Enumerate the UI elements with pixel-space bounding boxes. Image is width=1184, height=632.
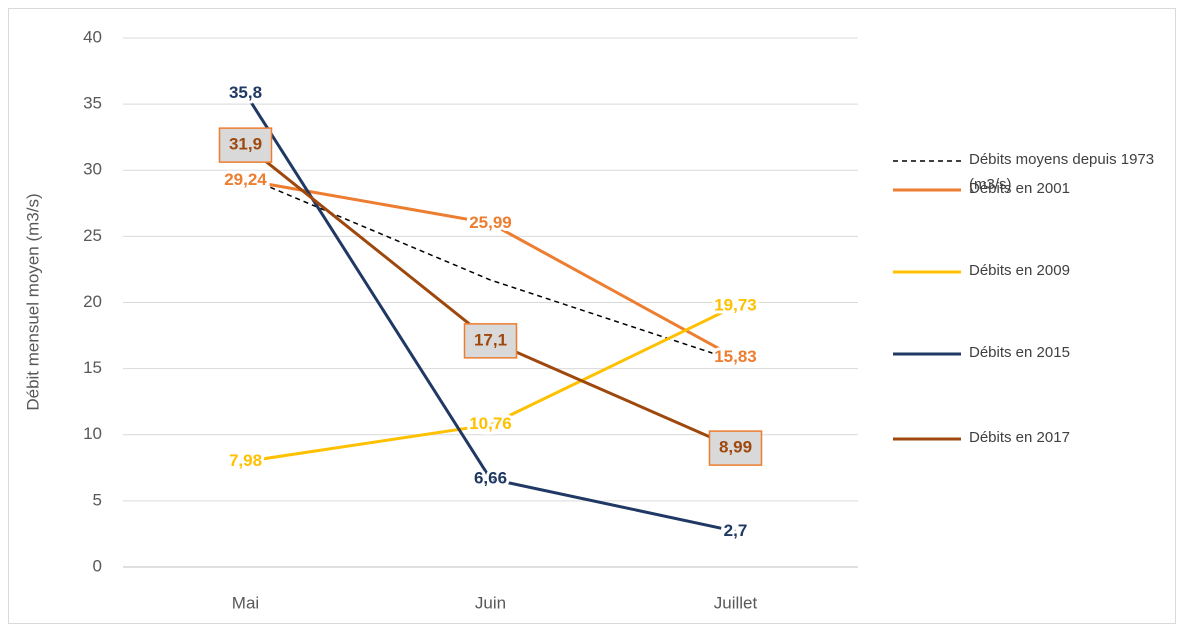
legend-item: Débits en 2017	[893, 425, 1169, 450]
legend-label: Débits en 2001	[969, 180, 1070, 197]
series-line	[245, 178, 737, 359]
legend-item: Débits en 2001	[893, 176, 1169, 201]
y-tick-label: 10	[83, 424, 102, 443]
y-tick-label: 15	[83, 358, 102, 377]
legend-swatch	[893, 188, 961, 192]
data-label: 31,9	[229, 135, 262, 154]
y-axis-label: Débit mensuel moyen (m3/s)	[23, 193, 42, 410]
data-label: 6,66	[474, 468, 507, 487]
data-label: 19,73	[714, 296, 757, 315]
data-label: 15,83	[714, 347, 757, 366]
data-label: 17,1	[474, 330, 507, 349]
y-tick-label: 40	[83, 27, 102, 46]
y-tick-label: 35	[83, 94, 102, 113]
data-label: 25,99	[469, 213, 512, 232]
series-line	[244, 92, 736, 533]
series-line	[245, 304, 737, 463]
series-line	[244, 143, 737, 450]
x-tick-label: Mai	[232, 593, 259, 612]
y-tick-label: 0	[93, 556, 102, 575]
legend-item: Débits moyens depuis 1973 (m3/s)	[893, 147, 1169, 197]
y-tick-label: 30	[83, 160, 102, 179]
label-box	[708, 430, 763, 466]
data-label: 7,98	[229, 451, 262, 470]
data-label: 8,99	[719, 438, 752, 457]
legend-swatch	[893, 160, 961, 162]
legend-swatch	[893, 270, 961, 274]
data-label: 2,7	[724, 521, 748, 540]
y-tick-label: 20	[83, 292, 102, 311]
data-label: 29,24	[224, 170, 267, 189]
legend-swatch	[893, 437, 961, 441]
x-tick-label: Juillet	[714, 593, 758, 612]
legend-item: Débits en 2015	[893, 340, 1169, 365]
label-box	[218, 127, 273, 163]
data-label: 35,8	[229, 83, 262, 102]
legend-swatch	[893, 352, 961, 356]
data-label: 10,76	[469, 414, 512, 433]
y-tick-label: 5	[93, 490, 102, 509]
x-tick-label: Juin	[475, 593, 506, 612]
chart-frame	[8, 8, 1176, 624]
legend-label: Débits en 2009	[969, 262, 1070, 279]
y-tick-label: 25	[83, 226, 102, 245]
legend-label: Débits en 2017	[969, 429, 1070, 446]
legend-label: Débits en 2015	[969, 344, 1070, 361]
series-line	[245, 176, 736, 362]
label-box	[463, 323, 518, 359]
legend-item: Débits en 2009	[893, 258, 1169, 283]
legend-label: Débits moyens depuis 1973 (m3/s)	[969, 151, 1155, 193]
